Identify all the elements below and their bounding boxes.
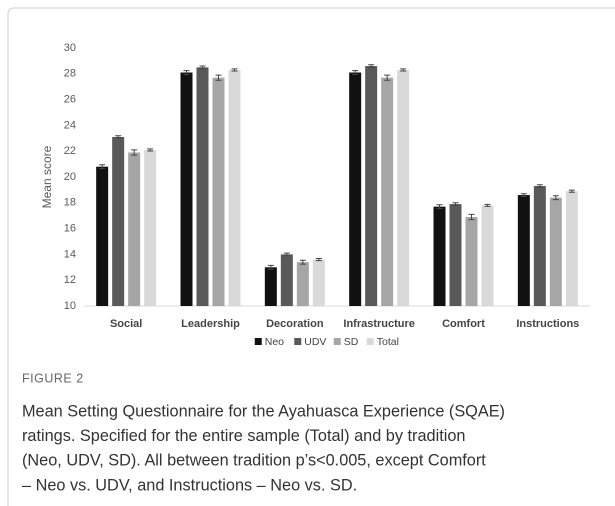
error-bar [267, 264, 274, 270]
error-bar [147, 148, 154, 152]
x-tick-label: Infrastructure [343, 318, 415, 330]
x-tick-label: Leadership [181, 318, 240, 330]
bar [96, 166, 109, 306]
bar [565, 191, 578, 306]
bar [264, 267, 277, 306]
legend-swatch [333, 338, 341, 345]
x-tick-label: Decoration [266, 318, 324, 330]
bar [517, 195, 530, 306]
x-tick-label: Social [110, 318, 142, 330]
error-bar [400, 68, 407, 72]
bar [196, 67, 209, 306]
error-bar [568, 189, 575, 193]
error-bar [452, 202, 459, 206]
error-bar [115, 135, 122, 139]
error-bar [384, 74, 391, 81]
bar [280, 254, 293, 306]
bar [533, 186, 546, 306]
error-bar [131, 149, 138, 156]
error-bar [315, 258, 322, 262]
bar [312, 259, 325, 306]
caption-line: – Neo vs. UDV, and Instructions – Neo vs… [22, 476, 357, 494]
caption-line: (Neo, UDV, SD). All between tradition p’… [22, 452, 486, 470]
error-bar [520, 193, 527, 197]
y-tick-label: 24 [64, 119, 76, 131]
bar [549, 197, 562, 306]
error-bar [231, 68, 238, 72]
error-bar [468, 213, 475, 221]
y-tick-label: 14 [64, 248, 76, 260]
bar [465, 216, 478, 306]
y-tick-label: 28 [64, 68, 76, 80]
bar [397, 69, 410, 307]
error-bar [283, 252, 290, 257]
error-bar [484, 203, 491, 207]
figure-frame [7, 7, 615, 506]
y-tick-label: 10 [64, 300, 76, 312]
bar [349, 72, 362, 306]
bar [365, 66, 378, 306]
bar [212, 77, 225, 306]
legend-swatch [294, 338, 302, 345]
x-tick-label: Instructions [516, 318, 579, 330]
bar [112, 137, 125, 306]
error-bar [99, 164, 106, 170]
y-axis-label: Mean score [40, 145, 54, 208]
bar [481, 205, 494, 306]
y-tick-label: 12 [64, 274, 76, 286]
bar [144, 149, 157, 306]
y-tick-label: 16 [64, 223, 76, 235]
error-bar [552, 195, 559, 201]
bar [128, 152, 141, 306]
bar [381, 77, 394, 306]
legend-label: Total [377, 336, 399, 348]
legend-swatch [366, 338, 374, 345]
caption-line: Mean Setting Questionnaire for the Ayahu… [22, 402, 505, 420]
error-bar [215, 74, 222, 81]
error-bar [183, 70, 190, 75]
y-tick-label: 20 [64, 171, 76, 183]
y-tick-label: 30 [64, 42, 76, 54]
caption-line: ratings. Specified for the entire sample… [22, 427, 465, 445]
bar [228, 69, 241, 307]
error-bar [299, 259, 306, 265]
error-bar [436, 204, 443, 210]
error-bar [352, 70, 359, 75]
error-bar [199, 65, 206, 70]
legend-label: SD [344, 336, 359, 348]
bar [180, 72, 193, 306]
y-tick-label: 22 [64, 145, 76, 157]
x-tick-label: Comfort [442, 318, 485, 330]
legend-swatch [254, 338, 262, 345]
bar [433, 206, 446, 306]
caption-label: FIGURE 2 [22, 371, 84, 385]
legend-label: Neo [265, 336, 284, 348]
legend-label: UDV [304, 336, 326, 348]
bar [449, 204, 462, 306]
error-bar [536, 184, 543, 188]
y-tick-label: 18 [64, 197, 76, 209]
bar [296, 262, 309, 306]
error-bar [368, 64, 375, 68]
y-tick-label: 26 [64, 94, 76, 106]
